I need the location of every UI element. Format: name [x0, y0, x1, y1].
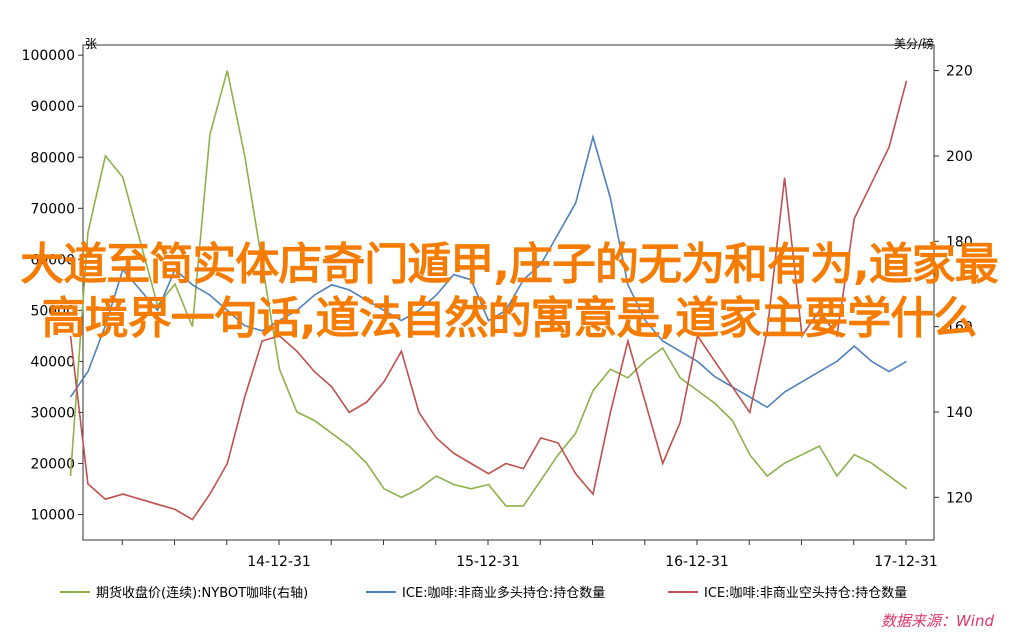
series-line-3	[69, 80, 908, 521]
left-tick-label: 60000	[30, 252, 75, 268]
right-tick-label: 180	[946, 234, 973, 250]
right-axis: 120 140 160 180 200 220	[934, 64, 973, 506]
legend-label-2: ICE:咖啡:非商业多头持仓:持仓数量	[402, 585, 605, 601]
left-tick-label: 20000	[30, 456, 75, 472]
overlay-title: 大道至简实体店奇门遁甲,庄子的无为和有为,道家最高境界一句话,道法自然的寓意是,…	[20, 239, 998, 344]
series-line-1	[69, 70, 907, 507]
left-tick-label: 50000	[30, 303, 75, 319]
left-tick-label: 100000	[22, 48, 75, 64]
legend: 期货收盘价(连续):NYBOT咖啡(右轴) ICE:咖啡:非商业多头持仓:持仓数量…	[60, 585, 907, 601]
left-tick-label: 80000	[30, 150, 75, 166]
left-axis-unit: 张	[85, 37, 97, 51]
right-tick-label: 200	[946, 149, 973, 165]
right-tick-label: 140	[946, 405, 973, 421]
left-tick-label: 70000	[30, 201, 75, 217]
source-label: 数据来源：Wind	[880, 612, 994, 630]
left-axis: 10000 20000 30000 40000 50000 60000 70000 80000…	[22, 48, 83, 523]
x-tick-label: 17-12-31	[874, 554, 938, 570]
series-line-2	[69, 133, 907, 409]
legend-label-1: 期货收盘价(连续):NYBOT咖啡(右轴)	[96, 585, 308, 601]
x-axis: 14-12-31 15-12-31 16-12-31 17-12-31	[121, 540, 938, 570]
right-tick-label: 120	[946, 490, 973, 506]
right-tick-label: 220	[946, 64, 973, 80]
left-tick-label: 30000	[30, 405, 75, 421]
x-tick-label: 15-12-31	[456, 554, 520, 570]
x-tick-label: 16-12-31	[665, 554, 729, 570]
legend-label-3: ICE:咖啡:非商业空头持仓:持仓数量	[704, 586, 907, 601]
right-axis-unit: 美分/磅	[894, 36, 934, 51]
left-tick-label: 90000	[30, 99, 75, 115]
right-tick-label: 160	[946, 320, 973, 336]
left-tick-label: 40000	[30, 354, 75, 370]
series-lines	[69, 70, 908, 521]
x-tick-label: 14-12-31	[247, 554, 311, 570]
left-tick-label: 10000	[30, 507, 75, 523]
